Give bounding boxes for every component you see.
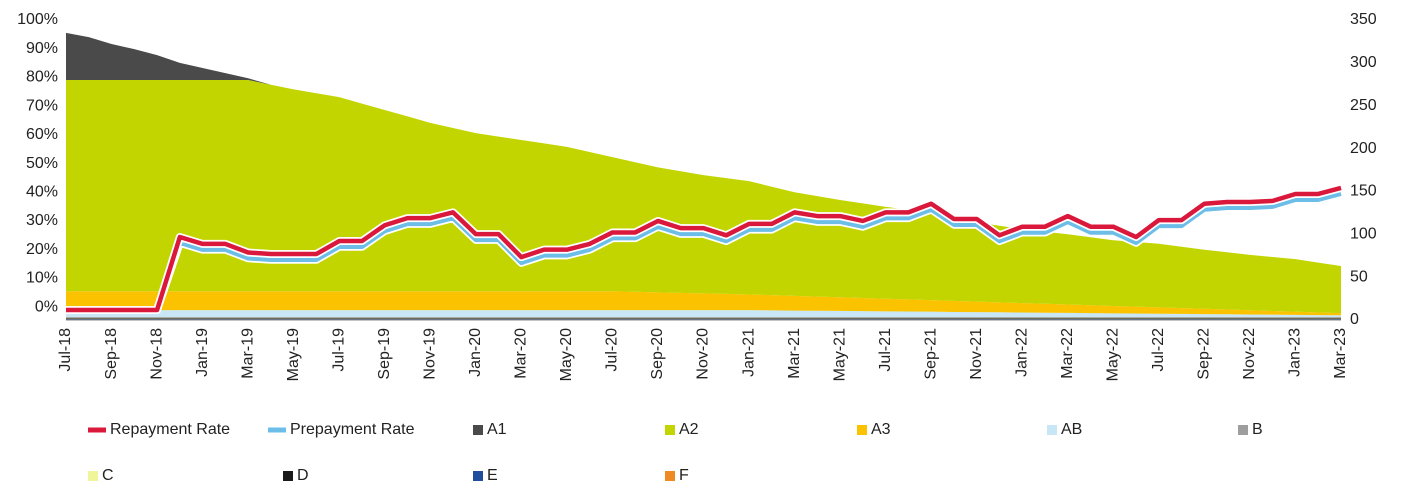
x-tick-label: Jul-21 — [877, 328, 894, 372]
x-tick-label: Jul-20 — [604, 328, 621, 372]
x-tick-label: Jan-19 — [194, 328, 211, 377]
y-tick-label: 60% — [26, 126, 58, 143]
y-tick-label: 0% — [35, 298, 58, 315]
x-tick-label: Mar-20 — [513, 328, 530, 379]
y2-tick-label: 200 — [1350, 140, 1377, 157]
legend-swatch — [88, 471, 98, 481]
line — [66, 185, 1342, 313]
y-tick-label: 90% — [26, 40, 58, 57]
legend-label: A2 — [679, 421, 699, 438]
legend-swatch — [1238, 425, 1248, 435]
area — [66, 80, 1341, 314]
x-tick-label: Mar-23 — [1332, 328, 1349, 379]
x-tick-label: Nov-21 — [968, 328, 985, 380]
legend-label: C — [102, 467, 114, 484]
y-tick-label: 30% — [26, 212, 58, 229]
x-tick-label: Nov-22 — [1241, 328, 1258, 380]
y2-tick-label: 300 — [1350, 54, 1377, 71]
x-tick-label: Jan-20 — [467, 328, 484, 377]
x-tick-label: May-19 — [285, 328, 302, 381]
legend-swatch — [857, 425, 867, 435]
x-tick-label: Sep-18 — [103, 328, 120, 380]
legend-label: A3 — [871, 421, 891, 438]
legend-label: A1 — [487, 421, 507, 438]
x-tick-label: May-22 — [1105, 328, 1122, 381]
legend-swatch — [473, 425, 483, 435]
x-tick-label: Sep-20 — [649, 328, 666, 380]
legend-swatch — [283, 471, 293, 481]
legend-swatch — [473, 471, 483, 481]
legend-swatch — [1047, 425, 1057, 435]
y-tick-label: 70% — [26, 97, 58, 114]
y-tick-label: 10% — [26, 270, 58, 287]
x-tick-label: Jul-18 — [57, 328, 74, 372]
x-tick-label: May-20 — [558, 328, 575, 381]
x-tick-label: Nov-18 — [148, 328, 165, 380]
y-tick-label: 20% — [26, 241, 58, 258]
x-tick-label: May-21 — [831, 328, 848, 381]
y-tick-label: 50% — [26, 155, 58, 172]
y2-tick-label: 150 — [1350, 183, 1377, 200]
legend-label: F — [679, 467, 689, 484]
y2-tick-label: 250 — [1350, 97, 1377, 114]
line — [66, 191, 1342, 313]
x-tick-label: Mar-21 — [786, 328, 803, 379]
x-tick-label: Mar-19 — [239, 328, 256, 379]
area — [66, 317, 1341, 318]
y2-tick-label: 100 — [1350, 226, 1377, 243]
y-tick-label: 80% — [26, 69, 58, 86]
legend-swatch — [665, 471, 675, 481]
y-tick-label: 40% — [26, 183, 58, 200]
area — [66, 291, 1341, 316]
legend-label: AB — [1061, 421, 1082, 438]
legend-label: Repayment Rate — [110, 421, 230, 438]
area — [66, 318, 1341, 320]
legend-label: B — [1252, 421, 1263, 438]
x-tick-label: Jul-22 — [1150, 328, 1167, 372]
x-tick-label: Nov-20 — [695, 328, 712, 380]
y2-tick-label: 350 — [1350, 11, 1377, 28]
x-tick-label: Jan-22 — [1013, 328, 1030, 377]
x-tick-label: Jul-19 — [330, 328, 347, 372]
legend-label: D — [297, 467, 309, 484]
x-tick-label: Jan-23 — [1287, 328, 1304, 377]
y2-tick-label: 50 — [1350, 268, 1368, 285]
x-tick-label: Sep-19 — [376, 328, 393, 380]
x-tick-label: Sep-21 — [922, 328, 939, 380]
x-tick-label: Nov-19 — [422, 328, 439, 380]
x-tick-label: Sep-22 — [1196, 328, 1213, 380]
x-tick-label: Jan-21 — [740, 328, 757, 377]
x-tick-label: Mar-22 — [1059, 328, 1076, 379]
legend-swatch — [665, 425, 675, 435]
y2-tick-label: 0 — [1350, 311, 1359, 328]
legend-label: E — [487, 467, 498, 484]
legend-label: Prepayment Rate — [290, 421, 415, 438]
y-tick-label: 100% — [17, 11, 58, 28]
area — [66, 310, 1341, 317]
